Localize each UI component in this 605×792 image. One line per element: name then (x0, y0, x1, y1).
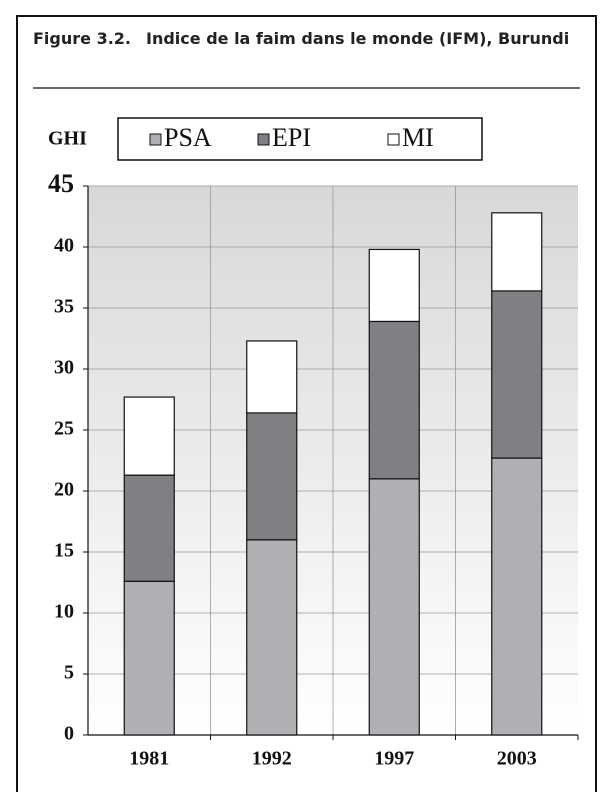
y-tick-label: 5 (64, 662, 74, 684)
legend-marker (149, 133, 162, 146)
title-block: Figure 3.2. Indice de la faim dans le mo… (33, 26, 593, 51)
x-tick-label: 1992 (252, 748, 292, 770)
x-tick-label: 1981 (129, 748, 169, 770)
y-tick-label: 20 (54, 479, 74, 501)
bar-segment (368, 320, 420, 480)
y-tick-label: 45 (48, 169, 74, 198)
frame (16, 15, 597, 792)
y-tick-label: 30 (54, 357, 74, 379)
bar-segment (123, 580, 175, 736)
bar-segment (491, 290, 543, 459)
y-label: GHI (48, 128, 87, 150)
y-tick-label: 35 (54, 296, 74, 318)
bar-segment (368, 248, 420, 323)
figure-label: Figure 3.2. (33, 29, 131, 48)
bar-segment (246, 539, 298, 736)
legend-label: MI (402, 123, 434, 152)
y-tick-label: 40 (54, 235, 74, 257)
chart-title: Indice de la faim dans le monde (IFM), B… (146, 29, 570, 48)
bar-segment (246, 340, 298, 414)
bar-segment (491, 212, 543, 292)
legend-marker (387, 133, 400, 146)
bar-segment (123, 396, 175, 476)
legend-label: PSA (164, 123, 212, 152)
bar-segment (246, 412, 298, 541)
bar-segment (123, 474, 175, 582)
bar-segment (368, 478, 420, 736)
x-tick-label: 2003 (497, 748, 537, 770)
y-tick-label: 15 (54, 540, 74, 562)
legend-label: EPI (272, 123, 311, 152)
legend-marker (257, 133, 270, 146)
y-tick-label: 25 (54, 418, 74, 440)
y-tick-label: 10 (54, 601, 74, 623)
bar-segment (491, 457, 543, 736)
legend-box (117, 117, 483, 161)
x-tick-label: 1997 (374, 748, 414, 770)
y-tick-label: 0 (64, 723, 74, 745)
